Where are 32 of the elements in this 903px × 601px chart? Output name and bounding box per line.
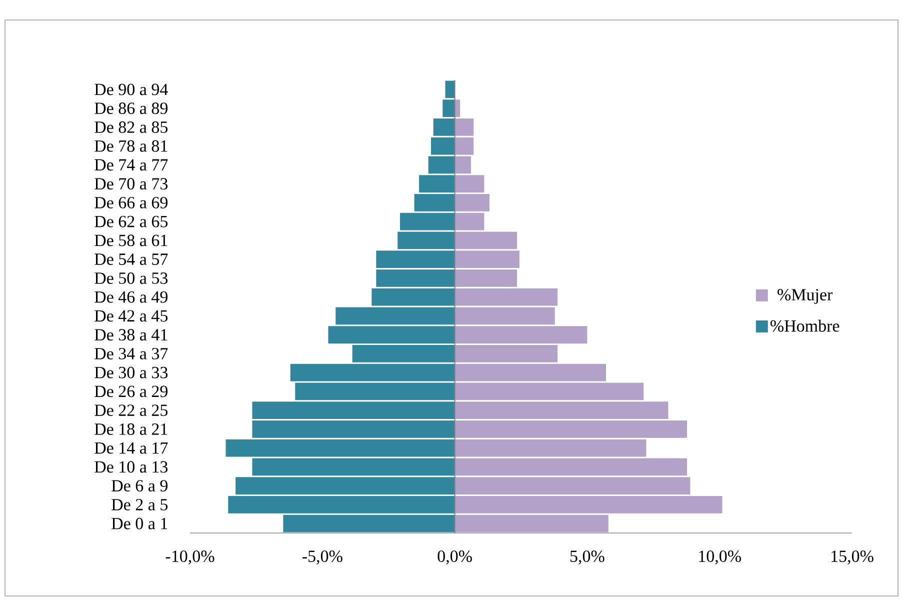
- y-tick-label: De 90 a 94: [94, 84, 168, 96]
- y-tick-label: De 26 a 29: [94, 386, 168, 398]
- y-tick-label: De 70 a 73: [94, 178, 168, 190]
- legend-label: %Hombre: [770, 320, 840, 332]
- y-tick-label: De 86 a 89: [94, 102, 168, 114]
- legend-label: %Mujer: [778, 288, 833, 304]
- y-tick-label: De 38 a 41: [94, 329, 168, 341]
- y-tick-label: De 82 a 85: [94, 121, 168, 133]
- y-tick-label: De 6 a 9: [112, 480, 168, 492]
- x-tick-label: 10,0%: [699, 550, 741, 564]
- y-tick-label: De 2 a 5: [112, 498, 168, 510]
- x-tick-label: -10,0%: [166, 550, 214, 564]
- y-tick-label: De 18 a 21: [94, 423, 168, 435]
- y-tick-label: De 66 a 69: [94, 196, 168, 208]
- y-tick-label: De 22 a 25: [94, 404, 168, 416]
- y-tick-label: De 30 a 33: [94, 366, 168, 378]
- y-tick-label: De 34 a 37: [94, 348, 168, 360]
- y-tick-label: De 46 a 49: [94, 291, 168, 303]
- y-tick-label: De 58 a 61: [94, 234, 168, 246]
- y-tick-label: De 62 a 65: [94, 216, 168, 228]
- y-tick-label: De 42 a 45: [94, 310, 168, 322]
- y-tick-label: De 10 a 13: [94, 461, 168, 473]
- y-tick-label: De 0 a 1: [112, 518, 168, 530]
- x-tick-label: 5,0%: [570, 550, 604, 564]
- x-tick-label: 15,0%: [832, 550, 874, 564]
- x-tick-label: -5,0%: [302, 550, 342, 564]
- y-tick-label: De 78 a 81: [94, 140, 168, 152]
- x-tick-label: 0,0%: [438, 550, 472, 564]
- y-tick-label: De 50 a 53: [94, 272, 168, 284]
- y-tick-label: De 54 a 57: [94, 254, 168, 265]
- y-tick-label: De 14 a 17: [94, 442, 168, 454]
- y-tick-label: De 74 a 77: [94, 159, 168, 171]
